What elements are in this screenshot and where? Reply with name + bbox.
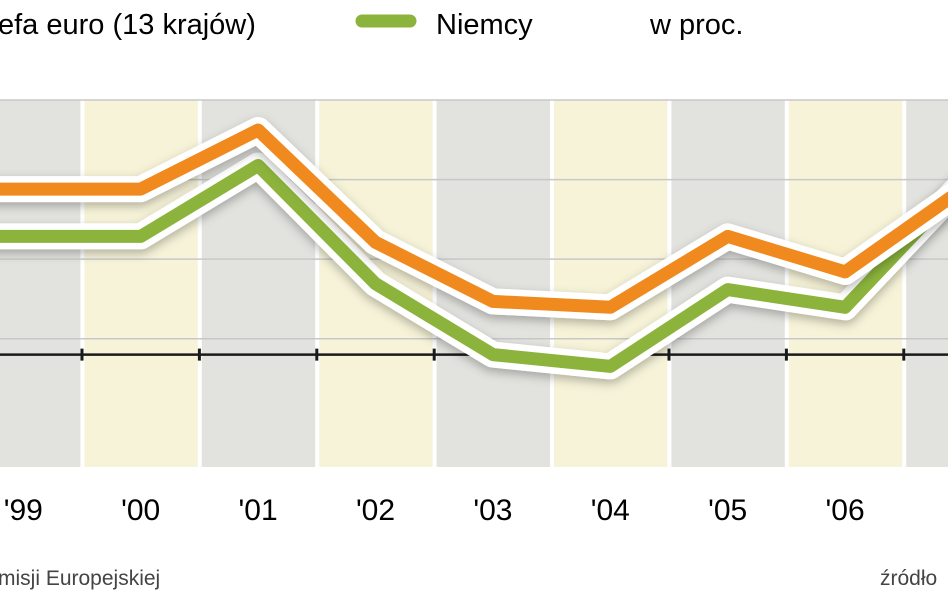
x-tick-label: '04 [591,494,630,527]
series-line-euro [0,123,948,314]
year-band [906,100,948,467]
x-tick-label: '05 [708,494,747,527]
series-line-niemcy [0,159,948,373]
year-band [0,100,81,467]
legend-label-niemcy: Niemcy [436,9,533,41]
source-note: misji Europejskiej [0,567,160,590]
units-label: w proc. [649,9,743,41]
x-tick-label: '99 [4,494,43,527]
x-tick-label: '03 [473,494,512,527]
x-axis-ticks: '99 '00 '01 '02 '03 '04 '05 '06 [4,494,865,527]
x-tick-label: '02 [356,494,395,527]
source-label: źródło [880,567,937,590]
series-lines [0,117,948,380]
x-tick-label: '00 [121,494,160,527]
x-tick-label: '01 [239,494,278,527]
x-tick-label: '06 [826,494,865,527]
legend-label-euro: efa euro (13 krajów) [0,9,256,41]
legend: efa euro (13 krajów) Niemcy w proc. [0,9,743,41]
